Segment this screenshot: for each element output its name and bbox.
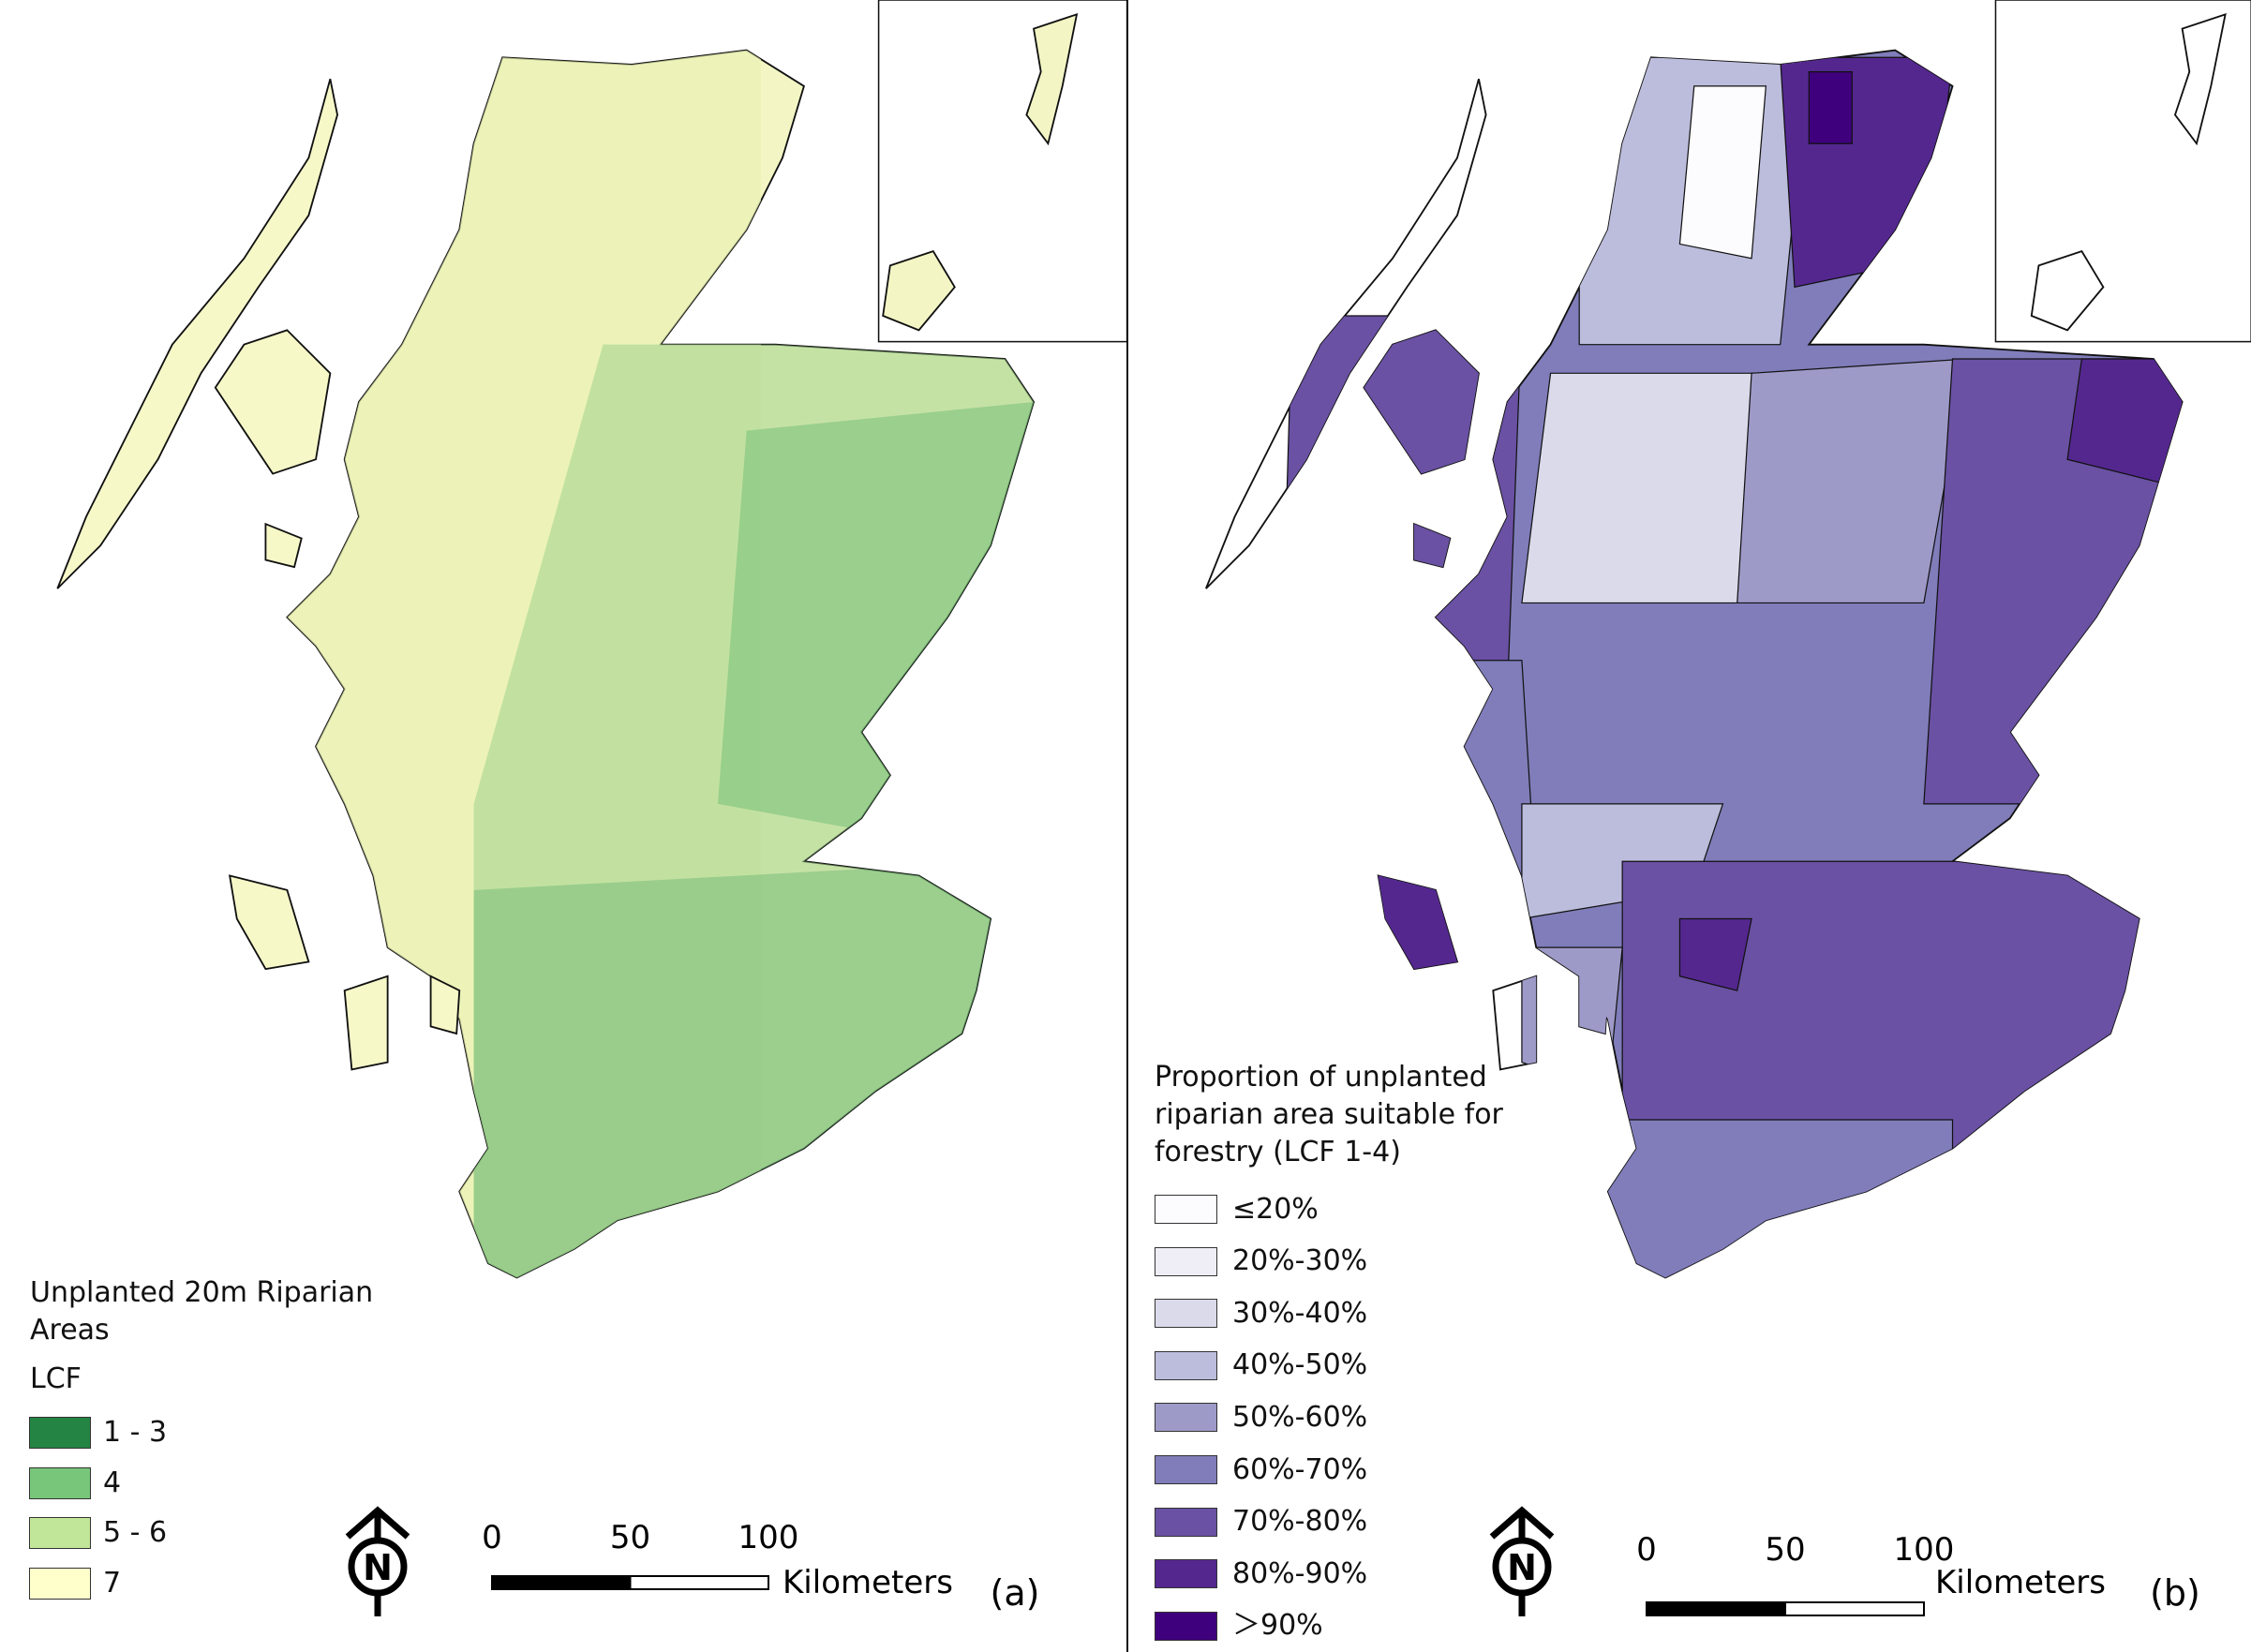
legend-swatch: [1155, 1195, 1217, 1224]
legend-swatch: [29, 1466, 91, 1499]
legend-swatch: [1155, 1246, 1217, 1276]
scale-tick-label: 0: [1636, 1531, 1657, 1569]
scale-tick-label: 100: [1894, 1531, 1955, 1569]
legend-swatch: [29, 1517, 91, 1550]
legend-label: 40%-50%: [1232, 1348, 1368, 1382]
legend-label: 70%-80%: [1232, 1505, 1368, 1539]
scale-bar: [629, 1575, 769, 1590]
legend-label: 4: [103, 1466, 122, 1499]
legend-title: Proportion of unplanted riparian area su…: [1155, 1061, 1503, 1168]
legend-title: Unplanted 20m Riparian Areas: [30, 1276, 374, 1347]
legend-swatch: [1155, 1403, 1217, 1433]
north-label: N: [1507, 1547, 1537, 1588]
north-arrow: [348, 1537, 408, 1597]
legend-swatch: [1155, 1455, 1217, 1484]
legend-swatch: [1155, 1611, 1217, 1641]
legend-swatch: [29, 1567, 91, 1600]
scale-tick-label: 100: [738, 1519, 799, 1556]
scale-tick-label: 50: [610, 1519, 650, 1556]
legend-label: 20%-30%: [1232, 1244, 1368, 1278]
legend-swatch: [29, 1417, 91, 1449]
legend-swatch: [1155, 1350, 1217, 1380]
legend-label: 7: [103, 1566, 122, 1600]
legend-subtitle: LCF: [30, 1362, 82, 1395]
north-arrow: [1492, 1537, 1552, 1597]
legend-label: ＞90%: [1232, 1609, 1323, 1643]
map-a: [56, 0, 1128, 1279]
panel-label: (b): [2150, 1572, 2200, 1614]
legend-label: 30%-40%: [1232, 1296, 1368, 1330]
north-arrow: [1489, 1506, 1555, 1540]
north-arrow: [345, 1506, 410, 1540]
scale-bar: [1646, 1601, 1786, 1616]
panel-label: (a): [991, 1572, 1040, 1614]
scale-tick-label: 0: [482, 1519, 502, 1556]
legend-swatch: [1155, 1559, 1217, 1589]
scale-bar: [1784, 1601, 1925, 1616]
scale-bar: [491, 1575, 632, 1590]
legend-label: 50%-60%: [1232, 1400, 1368, 1434]
north-label: N: [363, 1547, 393, 1588]
legend-swatch: [1155, 1299, 1217, 1329]
scale-unit: Kilometers: [783, 1564, 953, 1601]
legend-label: 5 - 6: [103, 1516, 168, 1550]
legend-label: 60%-70%: [1232, 1452, 1368, 1486]
legend-label: ≤20%: [1232, 1192, 1319, 1226]
legend-label: 1 - 3: [103, 1416, 168, 1449]
legend-label: 80%-90%: [1232, 1556, 1368, 1590]
legend-swatch: [1155, 1507, 1217, 1537]
scale-unit: Kilometers: [1935, 1564, 2106, 1601]
scale-tick-label: 50: [1765, 1531, 1805, 1569]
